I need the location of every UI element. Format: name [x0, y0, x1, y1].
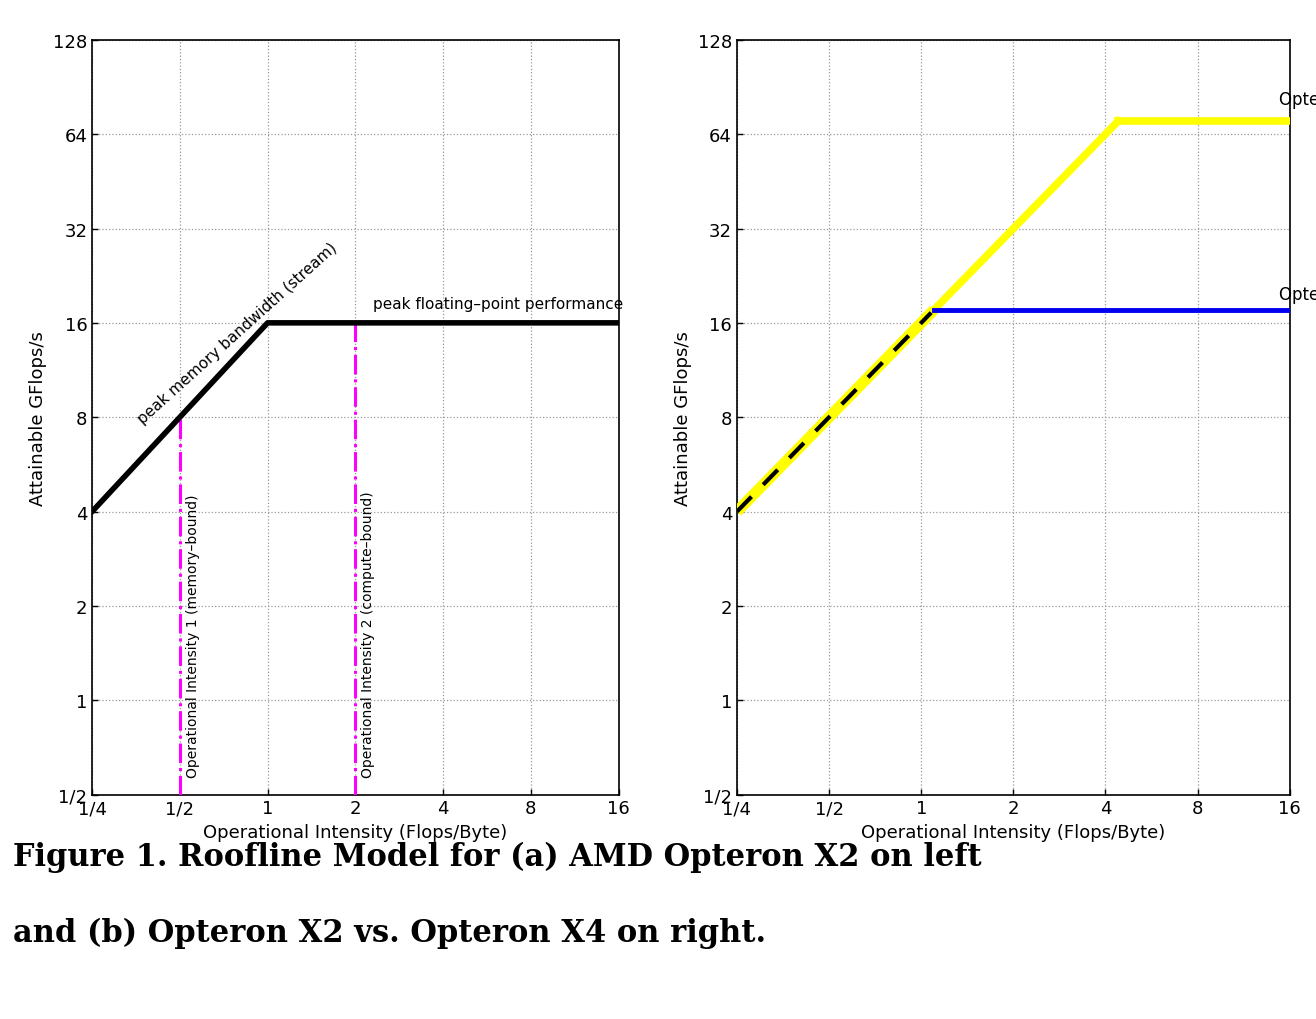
X-axis label: Operational Intensity (Flops/Byte): Operational Intensity (Flops/Byte): [861, 823, 1166, 842]
Y-axis label: Attainable GFlops/s: Attainable GFlops/s: [29, 330, 47, 505]
Text: Opteron X2: Opteron X2: [1279, 286, 1316, 304]
Text: Operational Intensity 1 (memory–bound): Operational Intensity 1 (memory–bound): [186, 494, 200, 777]
Text: Opteron X4: Opteron X4: [1279, 91, 1316, 109]
Y-axis label: Attainable GFlops/s: Attainable GFlops/s: [674, 330, 692, 505]
Text: Figure 1. Roofline Model for (a) AMD Opteron X2 on left: Figure 1. Roofline Model for (a) AMD Opt…: [13, 841, 982, 872]
Text: Operational Intensity 2 (compute–bound): Operational Intensity 2 (compute–bound): [362, 491, 375, 777]
X-axis label: Operational Intensity (Flops/Byte): Operational Intensity (Flops/Byte): [203, 823, 508, 842]
Text: peak floating–point performance: peak floating–point performance: [372, 297, 624, 312]
Text: peak memory bandwidth (stream): peak memory bandwidth (stream): [134, 240, 340, 427]
Text: and (b) Opteron X2 vs. Opteron X4 on right.: and (b) Opteron X2 vs. Opteron X4 on rig…: [13, 917, 766, 949]
